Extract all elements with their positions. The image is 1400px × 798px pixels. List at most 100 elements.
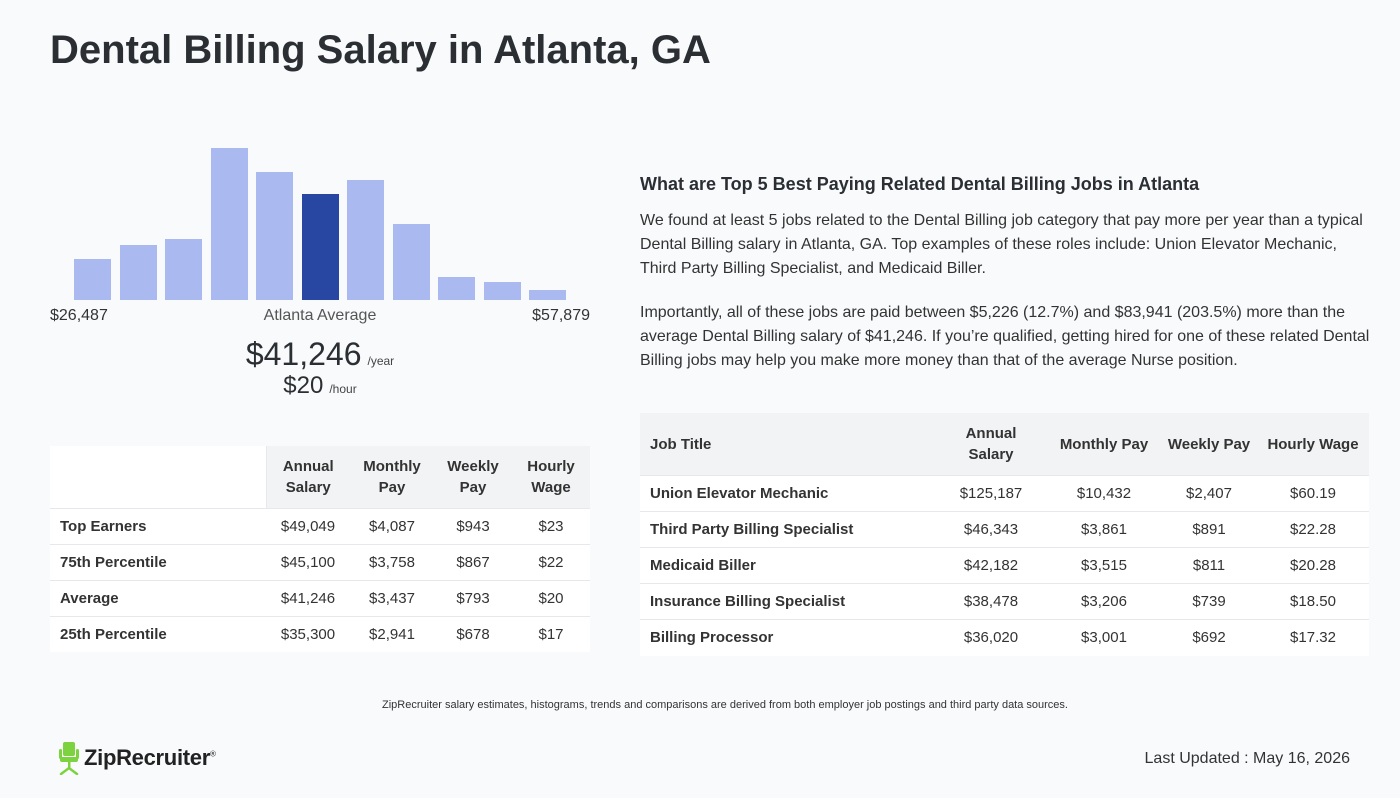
table-header-row: Job Title Annual Salary Monthly Pay Week… bbox=[640, 413, 1369, 476]
table-row: 75th Percentile $45,100 $3,758 $867 $22 bbox=[50, 543, 590, 580]
ziprecruiter-logo[interactable]: ZipRecruiter® bbox=[58, 740, 216, 776]
cell-annual: $35,300 bbox=[266, 615, 350, 652]
cell-hourly: $22.28 bbox=[1257, 511, 1369, 548]
cell-weekly: $692 bbox=[1161, 619, 1257, 656]
row-label: Top Earners bbox=[50, 507, 266, 544]
cell-weekly: $811 bbox=[1161, 547, 1257, 584]
histogram-max-label: $57,879 bbox=[532, 307, 590, 324]
average-yearly: $41,246/year bbox=[50, 336, 590, 373]
cell-annual: $46,343 bbox=[935, 511, 1047, 548]
cell-hourly: $17.32 bbox=[1257, 619, 1369, 656]
job-title-cell: Insurance Billing Specialist bbox=[640, 583, 935, 620]
cell-weekly: $867 bbox=[434, 543, 512, 580]
average-hourly-unit: /hour bbox=[329, 382, 357, 396]
cell-weekly: $678 bbox=[434, 615, 512, 652]
cell-hourly: $18.50 bbox=[1257, 583, 1369, 620]
related-jobs-paragraph-2: Importantly, all of these jobs are paid … bbox=[640, 304, 1370, 369]
histogram-bar bbox=[483, 282, 521, 300]
cell-weekly: $793 bbox=[434, 579, 512, 616]
table-header-job-title: Job Title bbox=[640, 413, 935, 476]
table-row: Billing Processor $36,020 $3,001 $692 $1… bbox=[640, 619, 1369, 656]
cell-annual: $41,246 bbox=[266, 579, 350, 616]
table-header-monthly: Monthly Pay bbox=[350, 446, 434, 508]
table-header-annual: Annual Salary bbox=[935, 413, 1047, 476]
cell-weekly: $739 bbox=[1161, 583, 1257, 620]
related-jobs-heading: What are Top 5 Best Paying Related Denta… bbox=[640, 174, 1200, 194]
logo-text: ZipRecruiter® bbox=[84, 745, 216, 771]
related-jobs-paragraph-1: We found at least 5 jobs related to the … bbox=[640, 212, 1363, 277]
last-updated: Last Updated : May 16, 2026 bbox=[1144, 750, 1350, 767]
table-header-hourly: Hourly Wage bbox=[512, 446, 590, 508]
histogram-bar bbox=[438, 277, 475, 300]
cell-annual: $49,049 bbox=[266, 507, 350, 544]
row-label: 75th Percentile bbox=[50, 543, 266, 580]
histogram-bar bbox=[301, 194, 339, 300]
table-row: Average $41,246 $3,437 $793 $20 bbox=[50, 579, 590, 616]
percentile-table: Annual Salary Monthly Pay Weekly Pay Hou… bbox=[50, 446, 590, 652]
row-label: Average bbox=[50, 579, 266, 616]
cell-annual: $45,100 bbox=[266, 543, 350, 580]
cell-weekly: $891 bbox=[1161, 511, 1257, 548]
chair-icon bbox=[59, 742, 79, 775]
average-hourly-value: $20 bbox=[283, 372, 324, 399]
average-yearly-unit: /year bbox=[367, 354, 395, 368]
average-hourly: $20/hour bbox=[50, 372, 590, 400]
data-source-footnote: ZipRecruiter salary estimates, histogram… bbox=[382, 699, 1068, 711]
cell-monthly: $4,087 bbox=[350, 507, 434, 544]
job-title-cell: Union Elevator Mechanic bbox=[640, 475, 935, 512]
histogram-center-label: Atlanta Average bbox=[263, 307, 377, 324]
histogram-bar bbox=[529, 290, 566, 300]
cell-monthly: $3,515 bbox=[1047, 547, 1161, 584]
histogram-bar bbox=[210, 148, 248, 300]
cell-annual: $38,478 bbox=[935, 583, 1047, 620]
table-header-weekly: Weekly Pay bbox=[434, 446, 512, 508]
table-row: Medicaid Biller $42,182 $3,515 $811 $20.… bbox=[640, 547, 1369, 584]
cell-hourly: $23 bbox=[512, 507, 590, 544]
cell-monthly: $3,206 bbox=[1047, 583, 1161, 620]
cell-annual: $125,187 bbox=[935, 475, 1047, 512]
table-header-empty bbox=[50, 446, 267, 508]
row-label: 25th Percentile bbox=[50, 615, 266, 652]
histogram-bar bbox=[165, 239, 202, 300]
table-header-weekly: Weekly Pay bbox=[1161, 413, 1257, 476]
table-row: Insurance Billing Specialist $38,478 $3,… bbox=[640, 583, 1369, 620]
histogram-bar bbox=[392, 224, 430, 300]
salary-histogram bbox=[50, 130, 590, 300]
table-header-row: Annual Salary Monthly Pay Weekly Pay Hou… bbox=[50, 446, 590, 508]
logo-wordmark: ZipRecruiter bbox=[84, 745, 210, 770]
cell-hourly: $20.28 bbox=[1257, 547, 1369, 584]
table-row: Top Earners $49,049 $4,087 $943 $23 bbox=[50, 507, 590, 544]
cell-hourly: $17 bbox=[512, 615, 590, 652]
cell-weekly: $943 bbox=[434, 507, 512, 544]
cell-hourly: $22 bbox=[512, 543, 590, 580]
job-title-cell: Third Party Billing Specialist bbox=[640, 511, 935, 548]
cell-monthly: $3,758 bbox=[350, 543, 434, 580]
cell-monthly: $3,001 bbox=[1047, 619, 1161, 656]
cell-weekly: $2,407 bbox=[1161, 475, 1257, 512]
histogram-min-label: $26,487 bbox=[50, 307, 108, 324]
table-row: 25th Percentile $35,300 $2,941 $678 $17 bbox=[50, 615, 590, 652]
histogram-bar bbox=[347, 180, 384, 300]
page-title: Dental Billing Salary in Atlanta, GA bbox=[50, 28, 711, 72]
cell-monthly: $3,437 bbox=[350, 579, 434, 616]
histogram-bar bbox=[74, 259, 111, 300]
histogram-bar bbox=[256, 172, 293, 300]
average-yearly-value: $41,246 bbox=[245, 336, 362, 372]
table-row: Third Party Billing Specialist $46,343 $… bbox=[640, 511, 1369, 548]
table-row: Union Elevator Mechanic $125,187 $10,432… bbox=[640, 475, 1369, 512]
table-header-hourly: Hourly Wage bbox=[1257, 413, 1369, 476]
table-header-annual: Annual Salary bbox=[266, 446, 350, 508]
job-title-cell: Medicaid Biller bbox=[640, 547, 935, 584]
cell-annual: $36,020 bbox=[935, 619, 1047, 656]
cell-monthly: $3,861 bbox=[1047, 511, 1161, 548]
logo-registered-mark: ® bbox=[209, 749, 216, 759]
cell-annual: $42,182 bbox=[935, 547, 1047, 584]
job-title-cell: Billing Processor bbox=[640, 619, 935, 656]
cell-monthly: $2,941 bbox=[350, 615, 434, 652]
table-header-monthly: Monthly Pay bbox=[1047, 413, 1161, 476]
cell-hourly: $60.19 bbox=[1257, 475, 1369, 512]
cell-hourly: $20 bbox=[512, 579, 590, 616]
histogram-bar bbox=[119, 245, 157, 300]
related-jobs-table: Job Title Annual Salary Monthly Pay Week… bbox=[640, 413, 1369, 656]
cell-monthly: $10,432 bbox=[1047, 475, 1161, 512]
